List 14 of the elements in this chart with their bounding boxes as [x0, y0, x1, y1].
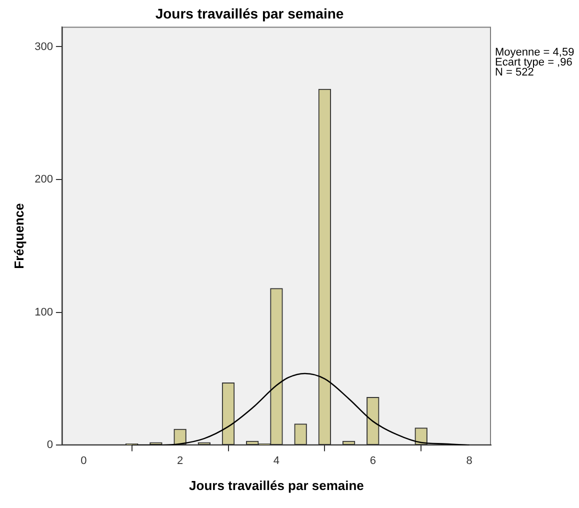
y-tick-label: 200	[34, 174, 53, 186]
x-tick-label: 6	[370, 454, 376, 467]
x-tick-label: 8	[466, 454, 472, 467]
x-tick-label: 4	[273, 454, 280, 467]
y-tick-label: 300	[34, 40, 53, 53]
x-axis-title: Jours travaillés par semaine	[189, 478, 364, 493]
y-axis-title: Fréquence	[11, 203, 26, 269]
y-tick-label: 100	[34, 306, 53, 318]
x-tick-label: 2	[177, 454, 184, 467]
chart-title: Jours travaillés par semaine	[155, 5, 344, 22]
text: Moyenne = 4,59	[495, 46, 574, 58]
y-tick-label: 0	[46, 439, 53, 452]
text: Ecart type = ,96	[495, 56, 572, 68]
x-tick-label: 0	[80, 454, 87, 467]
